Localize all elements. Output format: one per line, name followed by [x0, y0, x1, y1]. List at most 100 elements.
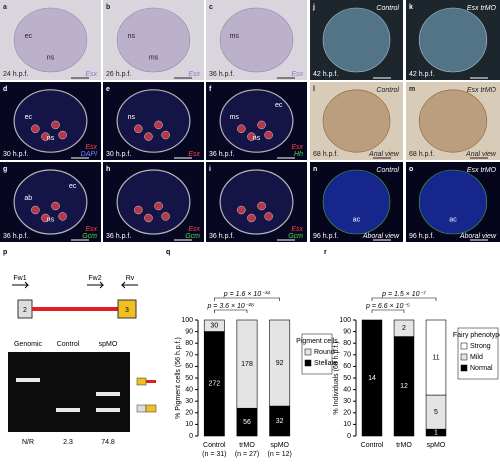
panel-letter: p — [3, 249, 7, 256]
exon — [117, 299, 137, 319]
x-tick-label: trMO — [239, 442, 255, 449]
p-value: p = 1.6 × 10⁻³⁴ — [223, 291, 270, 298]
lane-label: spMO — [99, 341, 118, 348]
embryo — [116, 169, 191, 235]
legend-label: Normal — [470, 365, 493, 372]
legend-title: Fairy phenotype — [453, 332, 500, 339]
legend-swatch — [460, 364, 468, 372]
panel-letter: g — [3, 166, 7, 173]
stage: 30 h.p.f. — [3, 151, 28, 158]
data-label: 5 — [434, 409, 438, 416]
y-tick-label: 50 — [185, 375, 193, 382]
y-tick-label: 40 — [185, 386, 193, 393]
cell — [144, 132, 153, 141]
panel-letter: h — [106, 166, 110, 173]
panel-letter: r — [324, 249, 327, 256]
embryo — [322, 7, 391, 73]
embryo — [116, 7, 191, 73]
y-tick-label: 20 — [185, 410, 193, 417]
data-label: 1 — [434, 429, 438, 436]
y-tick-label: 90 — [185, 328, 193, 335]
cell — [58, 130, 67, 140]
embryo — [219, 169, 294, 235]
y-tick-label: 100 — [181, 317, 193, 324]
stage: 36 h.p.f. — [106, 233, 131, 240]
band-icon — [146, 380, 156, 383]
p-value: p = 1.5 × 10⁻⁷ — [381, 291, 426, 298]
band-icon — [136, 404, 147, 413]
y-tick-label: 10 — [343, 421, 351, 428]
primer-arrow — [120, 281, 138, 289]
marker: Gcm — [288, 233, 303, 240]
marker: Anal view — [465, 151, 497, 158]
panel-letter: j — [312, 4, 315, 11]
primer-label: Fw1 — [13, 275, 26, 282]
embryo — [418, 7, 488, 73]
marker: Esx — [291, 226, 303, 233]
bar-segment — [203, 319, 225, 332]
embryo — [418, 169, 488, 235]
y-tick-label: 90 — [343, 328, 351, 335]
legend-swatch — [304, 348, 312, 356]
y-tick-label: 50 — [343, 375, 351, 382]
panel-letter: f — [209, 86, 212, 93]
x-tick-label: Control — [203, 442, 226, 449]
y-tick-label: 10 — [185, 421, 193, 428]
bar-segment — [361, 319, 383, 437]
embryo — [13, 7, 88, 73]
stage: 36 h.p.f. — [209, 71, 234, 78]
panel-letter: n — [313, 166, 317, 173]
legend-box — [301, 333, 333, 375]
annotation: ac — [353, 216, 361, 223]
stage: 68 h.p.f. — [409, 151, 434, 158]
ratio: 74.8 — [101, 439, 115, 446]
annotation: Esx trMO — [467, 167, 497, 174]
exon-label: 2 — [23, 307, 27, 314]
annotation: ns — [47, 54, 55, 61]
marker: Esx — [85, 71, 97, 78]
stage: 42 h.p.f. — [409, 71, 434, 78]
data-label: 12 — [400, 383, 408, 390]
data-label: 92 — [276, 360, 284, 367]
y-axis-label: % Individuals (68 h.p.f.) — [333, 341, 340, 414]
annotation: ns — [128, 114, 136, 121]
panel-letter: o — [409, 166, 413, 173]
cell — [264, 130, 273, 140]
annotation: ms — [149, 54, 159, 61]
x-tick-label: spMO — [270, 442, 289, 449]
bar-segment — [425, 319, 447, 396]
annotation: ms — [230, 114, 240, 121]
primer-arrow — [12, 281, 30, 289]
primer-label: Fw2 — [88, 275, 101, 282]
cell — [134, 205, 143, 215]
annotation: Esx trMO — [467, 87, 497, 94]
stage: 96 h.p.f. — [313, 233, 338, 240]
marker: Esx — [291, 144, 303, 151]
data-label: 272 — [208, 381, 220, 388]
embryo — [219, 7, 294, 73]
marker: Esx — [85, 144, 97, 151]
lane-label: Control — [57, 341, 80, 348]
marker: Esx — [188, 71, 200, 78]
annotation: ms — [230, 33, 240, 40]
y-tick-label: 40 — [343, 386, 351, 393]
embryo — [322, 89, 391, 153]
y-tick-label: 0 — [189, 433, 193, 440]
marker: Esx — [188, 226, 200, 233]
cell — [134, 124, 143, 134]
lane-label: Genomic — [14, 341, 43, 348]
marker: Hh — [294, 151, 303, 158]
embryo — [116, 89, 191, 153]
n-label: (n = 12) — [268, 451, 292, 458]
panel-letter: e — [106, 86, 110, 93]
stage: 68 h.p.f. — [313, 151, 338, 158]
stage: 36 h.p.f. — [209, 233, 234, 240]
cell — [237, 124, 246, 134]
marker: Anal view — [368, 151, 400, 158]
annotation: Control — [376, 167, 399, 174]
data-label: 30 — [210, 323, 218, 330]
y-tick-label: 30 — [343, 398, 351, 405]
bar-segment — [236, 319, 258, 409]
stage: 96 h.p.f. — [409, 233, 434, 240]
legend-box — [457, 327, 499, 380]
